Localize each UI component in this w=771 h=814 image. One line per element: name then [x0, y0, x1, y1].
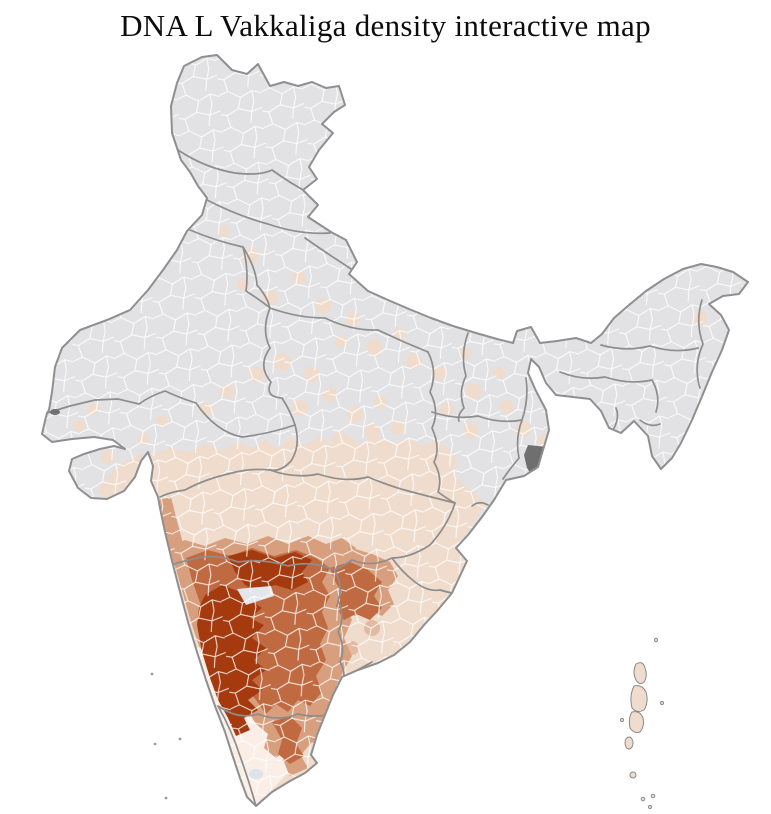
page-title: DNA L Vakkaliga density interactive map [120, 8, 651, 43]
state-borders [46, 149, 704, 806]
sundarbans-delta [524, 445, 551, 480]
country-outline [41, 54, 749, 807]
lakshadweep-islands[interactable] [150, 672, 182, 800]
andaman-nicobar-islands[interactable] [619, 637, 665, 810]
kutch-pond [50, 409, 60, 415]
